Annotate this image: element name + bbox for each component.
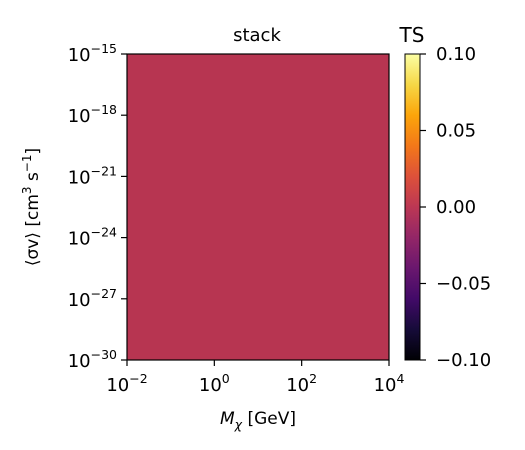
colorbar-tick-label: −0.05 (436, 274, 491, 295)
plot-frame (126, 53, 390, 361)
y-tick-label: 10−18 (68, 102, 117, 127)
y-tick-label: 10−15 (68, 41, 117, 66)
colorbar-tick-label: −0.10 (436, 350, 491, 371)
x-tick-label: 104 (374, 371, 405, 396)
colorbar-tick-label: 0.05 (436, 121, 476, 142)
x-tick-label: 102 (286, 371, 317, 396)
y-tick-label: 10−24 (68, 225, 117, 250)
y-tick-label: 10−21 (68, 163, 117, 188)
y-tick-label: 10−27 (68, 286, 117, 311)
colorbar-title: TS (399, 23, 425, 47)
colorbar (404, 53, 421, 361)
x-axis-label: Mχ [GeV] (220, 409, 296, 432)
colorbar-ticks: 0.10 0.05 0.00 −0.05 −0.10 (420, 44, 491, 371)
y-tick-label: 10−30 (68, 347, 117, 372)
x-tick-label: 100 (199, 371, 230, 396)
y-axis-label: ⟨σv⟩ [cm3 s−1] (20, 148, 43, 266)
colorbar-tick-label: 0.10 (436, 44, 476, 65)
colorbar-tick-label: 0.00 (436, 197, 476, 218)
heatmap-cell (127, 54, 389, 360)
x-tick-label: 10−2 (106, 371, 147, 396)
x-axis-ticks: 10−2 100 102 104 (106, 360, 404, 396)
y-axis-ticks: 10−15 10−18 10−21 10−24 10−27 10−30 (68, 41, 127, 372)
chart-title: stack (233, 25, 281, 46)
